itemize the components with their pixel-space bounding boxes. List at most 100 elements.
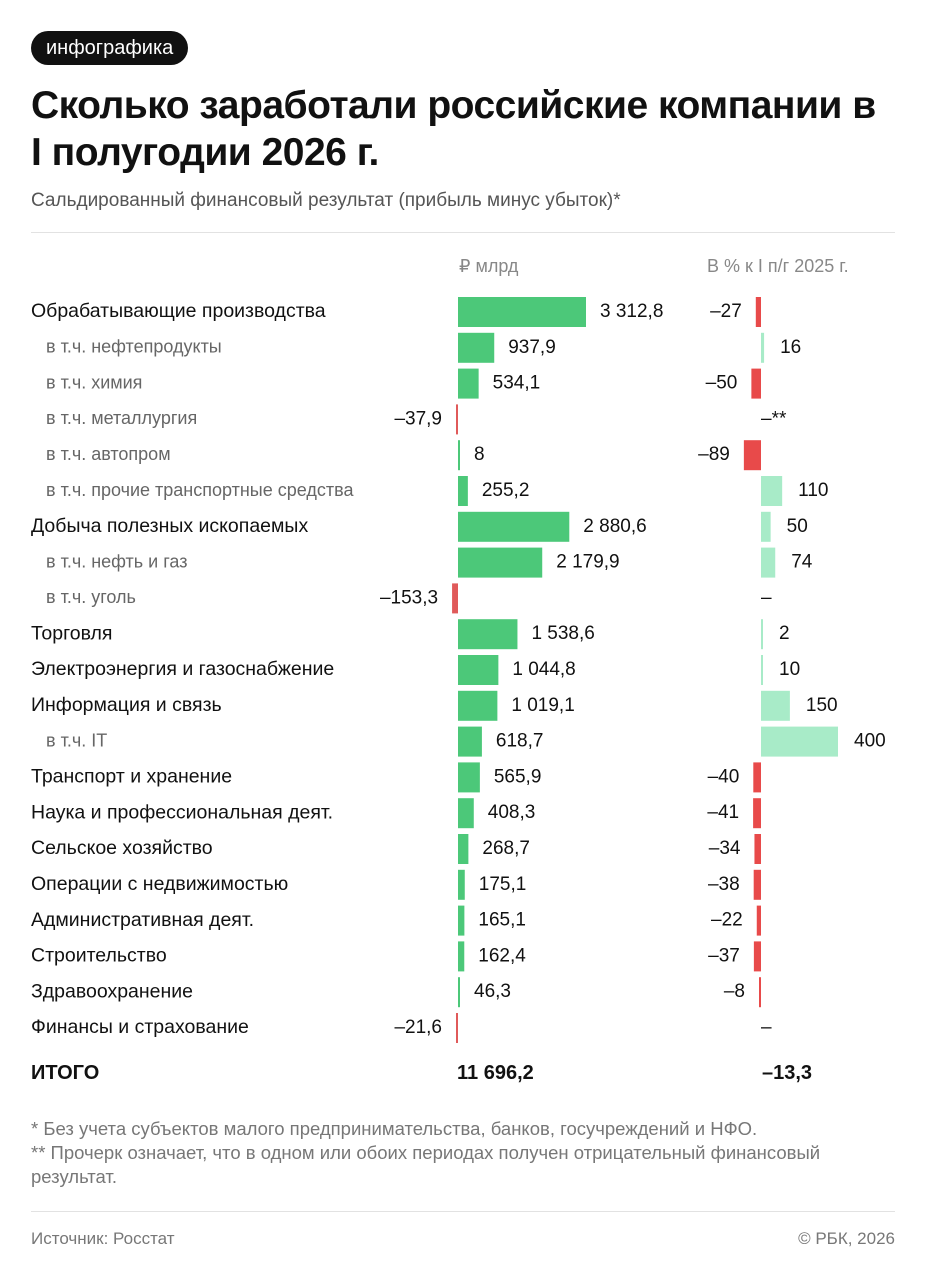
- row-label: в т.ч. металлургия: [46, 408, 197, 428]
- row-label: в т.ч. нефтепродукты: [46, 337, 222, 357]
- value-label: 255,2: [482, 480, 530, 501]
- value-label: 3 312,8: [600, 301, 663, 322]
- pct-bar: [753, 798, 761, 829]
- bottom-divider: [31, 1211, 895, 1212]
- pct-label: –40: [708, 766, 740, 787]
- row-label: Обрабатывающие производства: [31, 300, 326, 322]
- pct-label: –: [761, 1017, 772, 1038]
- pct-label: 110: [798, 480, 828, 501]
- pct-label: 10: [779, 659, 800, 680]
- value-bar: [458, 762, 480, 793]
- pct-label: 16: [780, 337, 801, 358]
- pct-label: –50: [706, 373, 738, 394]
- row-label: Добыча полезных ископаемых: [31, 515, 308, 537]
- chart-title: Сколько заработали российские компании в…: [31, 84, 876, 174]
- pct-bar: [761, 655, 763, 685]
- row-label: Информация и связь: [31, 694, 222, 716]
- total-label: ИТОГО: [31, 1062, 100, 1084]
- pct-bar: [761, 332, 765, 363]
- pct-bar: [761, 547, 776, 578]
- value-bar: [458, 476, 468, 506]
- pct-label: –89: [698, 444, 730, 465]
- chart-subtitle: Сальдированный финансовый результат (при…: [31, 190, 621, 211]
- pct-label: –: [761, 587, 772, 608]
- value-label: 534,1: [493, 373, 541, 394]
- pct-bar: [753, 762, 761, 793]
- value-label: –153,3: [380, 587, 438, 608]
- value-label: 565,9: [494, 766, 542, 787]
- infographic-badge: инфографика: [31, 31, 189, 65]
- pct-bar: [753, 869, 761, 900]
- total-value: 11 696,2: [457, 1062, 534, 1084]
- pct-bar: [754, 834, 761, 864]
- value-bar: [458, 547, 543, 578]
- pct-label: –**: [761, 408, 787, 429]
- value-bar: [458, 297, 586, 327]
- value-label: 162,4: [478, 945, 526, 966]
- value-label: 175,1: [479, 874, 527, 895]
- value-bar: [458, 905, 465, 936]
- pct-bar: [756, 905, 761, 936]
- row-label: Сельское хозяйство: [31, 837, 213, 859]
- pct-bar: [761, 511, 771, 542]
- pct-label: –34: [709, 838, 741, 859]
- copyright-text: © РБК, 2026: [798, 1229, 895, 1248]
- pct-label: 150: [806, 695, 838, 716]
- value-label: 268,7: [482, 838, 530, 859]
- value-label: 2 179,9: [556, 552, 619, 573]
- value-bar: [458, 619, 518, 650]
- pct-label: 50: [787, 516, 808, 537]
- pct-bar: [761, 476, 783, 506]
- value-bar: [456, 404, 458, 435]
- value-bar: [458, 511, 570, 542]
- pct-label: –38: [708, 874, 740, 895]
- row-label: в т.ч. прочие транспортные средства: [46, 480, 354, 500]
- value-bar: [458, 332, 495, 363]
- value-label: 8: [474, 444, 485, 465]
- pct-label: 74: [791, 552, 813, 573]
- pct-label: –8: [724, 981, 745, 1002]
- pct-label: –37: [708, 945, 740, 966]
- value-label: 937,9: [508, 337, 556, 358]
- row-label: Транспорт и хранение: [31, 766, 232, 788]
- footnote-1: * Без учета субъектов малого предпринима…: [31, 1118, 758, 1139]
- value-label: 408,3: [488, 802, 536, 823]
- row-label: в т.ч. автопром: [46, 444, 171, 464]
- pct-bar: [759, 977, 761, 1008]
- value-bar: [458, 440, 460, 471]
- pct-bar: [751, 368, 761, 399]
- row-label: в т.ч. химия: [46, 372, 142, 392]
- pct-bar: [753, 941, 761, 972]
- pct-label: –22: [711, 910, 743, 931]
- row-label: Административная деят.: [31, 909, 254, 931]
- value-bar: [458, 834, 469, 864]
- value-bar: [456, 1013, 458, 1043]
- value-bar: [458, 941, 465, 972]
- row-label: Финансы и страхование: [31, 1016, 249, 1038]
- row-label: в т.ч. нефть и газ: [46, 551, 187, 571]
- value-bar: [458, 798, 474, 829]
- row-label: в т.ч. IT: [46, 730, 107, 750]
- value-label: 165,1: [478, 910, 526, 931]
- pct-bar: [743, 440, 761, 471]
- row-label: Операции с недвижимостью: [31, 873, 288, 895]
- row-label: Торговля: [31, 622, 112, 644]
- row-label: Наука и профессиональная деят.: [31, 801, 333, 823]
- pct-label: 2: [779, 623, 790, 644]
- source-text: Источник: Росстат: [31, 1229, 175, 1248]
- value-bar: [458, 368, 479, 399]
- pct-bar: [755, 297, 761, 327]
- value-label: 1 044,8: [512, 659, 575, 680]
- pct-label: 400: [854, 731, 886, 752]
- pct-column-header: В % к I п/г 2025 г.: [707, 256, 849, 276]
- value-label: 2 880,6: [583, 516, 646, 537]
- pct-label: –41: [707, 802, 739, 823]
- pct-bar: [761, 726, 838, 757]
- value-bar: [458, 726, 482, 757]
- value-label: –37,9: [394, 408, 442, 429]
- value-column-header: ₽ млрд: [459, 256, 519, 276]
- value-bar: [458, 690, 498, 721]
- top-divider: [31, 232, 895, 233]
- value-label: 46,3: [474, 981, 511, 1002]
- value-label: 1 538,6: [531, 623, 594, 644]
